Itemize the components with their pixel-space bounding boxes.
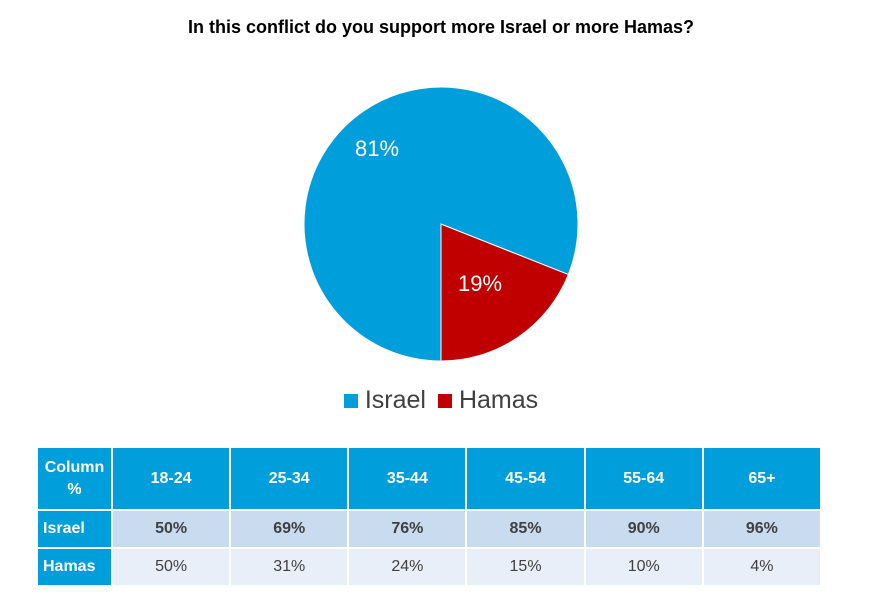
legend-swatch-israel — [343, 393, 358, 408]
table-cell: 76% — [348, 509, 468, 548]
table-cell: 10% — [584, 547, 704, 585]
table-cell: 15% — [466, 547, 586, 585]
legend-label-hamas: Hamas — [458, 386, 539, 414]
column-header: 35-44 — [348, 448, 468, 510]
column-header: 25-34 — [230, 448, 350, 510]
chart-legend: Israel Hamas — [310, 386, 572, 415]
pie-slice-hamas — [440, 223, 570, 362]
table-cell: 90% — [584, 509, 704, 548]
legend-item-israel: Israel — [343, 386, 426, 415]
table-row-israel: Israel 50% 69% 76% 85% 90% 96% — [38, 509, 823, 548]
age-breakdown-table: Column % 18-24 25-34 35-44 45-54 55-64 6… — [38, 448, 823, 585]
column-header: 55-64 — [584, 448, 704, 510]
table-cell: 50% — [112, 547, 232, 585]
table-cell: 24% — [348, 547, 468, 585]
table-cell: 50% — [112, 509, 232, 548]
table-row-hamas: Hamas 50% 31% 24% 15% 10% 4% — [38, 547, 823, 585]
table-cell: 31% — [230, 547, 350, 585]
table-cell: 96% — [702, 509, 823, 548]
legend-item-hamas: Hamas — [437, 386, 539, 415]
column-header: 45-54 — [466, 448, 586, 510]
row-header-hamas: Hamas — [38, 547, 113, 585]
pie-slice-israel — [303, 86, 579, 362]
chart-title: In this conflict do you support more Isr… — [187, 17, 695, 37]
pie-label-hamas: 19% — [458, 271, 502, 296]
table-cell: 69% — [230, 509, 350, 548]
table-cell: 4% — [702, 547, 823, 585]
table-cell: 85% — [466, 509, 586, 548]
column-header: 18-24 — [112, 448, 232, 510]
legend-swatch-hamas — [437, 393, 452, 408]
column-header: 65+ — [702, 448, 823, 510]
table-corner-header: Column % — [38, 448, 113, 510]
pie-label-israel: 81% — [355, 136, 399, 161]
row-header-israel: Israel — [38, 509, 113, 548]
legend-label-israel: Israel — [364, 386, 426, 414]
table-header-row: Column % 18-24 25-34 35-44 45-54 55-64 6… — [38, 448, 823, 510]
pie-chart: 19% 81% — [303, 86, 579, 362]
